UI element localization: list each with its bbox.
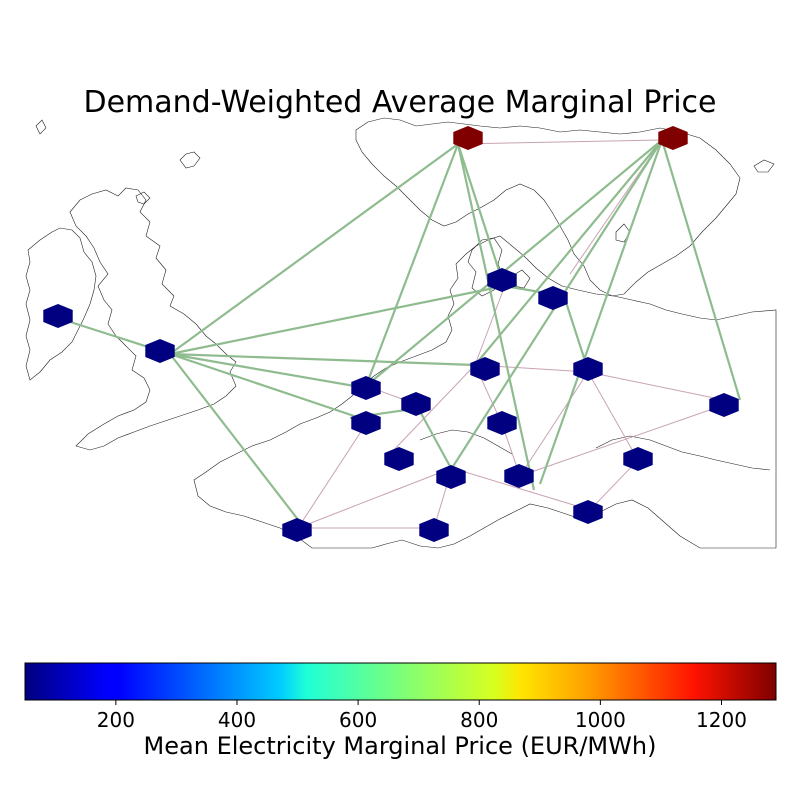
price-node-lt — [709, 393, 739, 417]
colorbar-gradient — [24, 662, 777, 701]
price-node-ch — [419, 518, 449, 542]
price-node-be — [351, 411, 381, 435]
dc-link — [169, 284, 505, 356]
price-node-ie — [43, 304, 73, 328]
price-node-pl — [573, 357, 603, 381]
price-node-se-n — [658, 126, 688, 150]
price-node-de-c — [487, 411, 517, 435]
map-panel — [25, 117, 777, 549]
dc-link — [660, 139, 742, 401]
colorbar-tick-label: 1000 — [575, 708, 626, 732]
dc-link — [169, 352, 367, 422]
ac-line — [457, 139, 663, 145]
dc-link — [415, 403, 453, 471]
ac-line — [451, 467, 591, 511]
ac-line — [519, 371, 589, 477]
dc-link — [364, 143, 460, 387]
colorbar-tick-label: 200 — [97, 708, 135, 732]
price-node-de-s — [436, 465, 466, 489]
chart-title: Demand-Weighted Average Marginal Price — [83, 85, 716, 120]
transmission-lines — [57, 139, 742, 531]
price-node-fr-n — [384, 447, 414, 471]
colorbar-ticks: 200 400 600 800 1000 1200 — [97, 700, 747, 732]
price-node-sk — [623, 447, 653, 471]
price-node-fr-s — [282, 518, 312, 542]
coastline — [25, 117, 777, 549]
ac-line — [519, 404, 725, 477]
dc-link — [169, 143, 459, 355]
ac-line — [587, 371, 639, 461]
dc-link — [456, 143, 536, 491]
dc-link — [562, 295, 590, 371]
colorbar-label: Mean Electricity Marginal Price (EUR/MWh… — [144, 732, 657, 760]
ac-line — [474, 287, 505, 366]
ac-line — [297, 423, 367, 529]
price-node-gb — [145, 339, 175, 363]
price-node-se-s — [538, 286, 568, 310]
ac-line — [587, 371, 725, 401]
dc-link — [169, 352, 367, 390]
dc-link — [538, 139, 664, 485]
ac-line — [297, 467, 453, 529]
ac-line — [589, 459, 639, 511]
price-node-nl — [351, 376, 381, 400]
price-node-cz — [504, 464, 534, 488]
price-node-dk — [487, 268, 517, 292]
dc-link — [169, 352, 476, 367]
price-node-at — [573, 500, 603, 524]
price-node-no-s — [453, 126, 483, 150]
dc-link — [456, 143, 506, 287]
price-node-de-n — [470, 357, 500, 381]
colorbar-tick-label: 1200 — [696, 708, 747, 732]
price-node-lu — [401, 392, 431, 416]
colorbar-tick-label: 800 — [460, 708, 498, 732]
colorbar-tick-label: 400 — [218, 708, 256, 732]
colorbar-tick-label: 600 — [339, 708, 377, 732]
dc-link — [474, 139, 663, 366]
dc-link — [365, 139, 663, 387]
dc-link — [169, 353, 307, 531]
ac-line — [389, 364, 476, 455]
colorbar: 200 400 600 800 1000 1200 Mean Electricity Ma… — [24, 662, 777, 760]
price-nodes — [43, 126, 739, 542]
